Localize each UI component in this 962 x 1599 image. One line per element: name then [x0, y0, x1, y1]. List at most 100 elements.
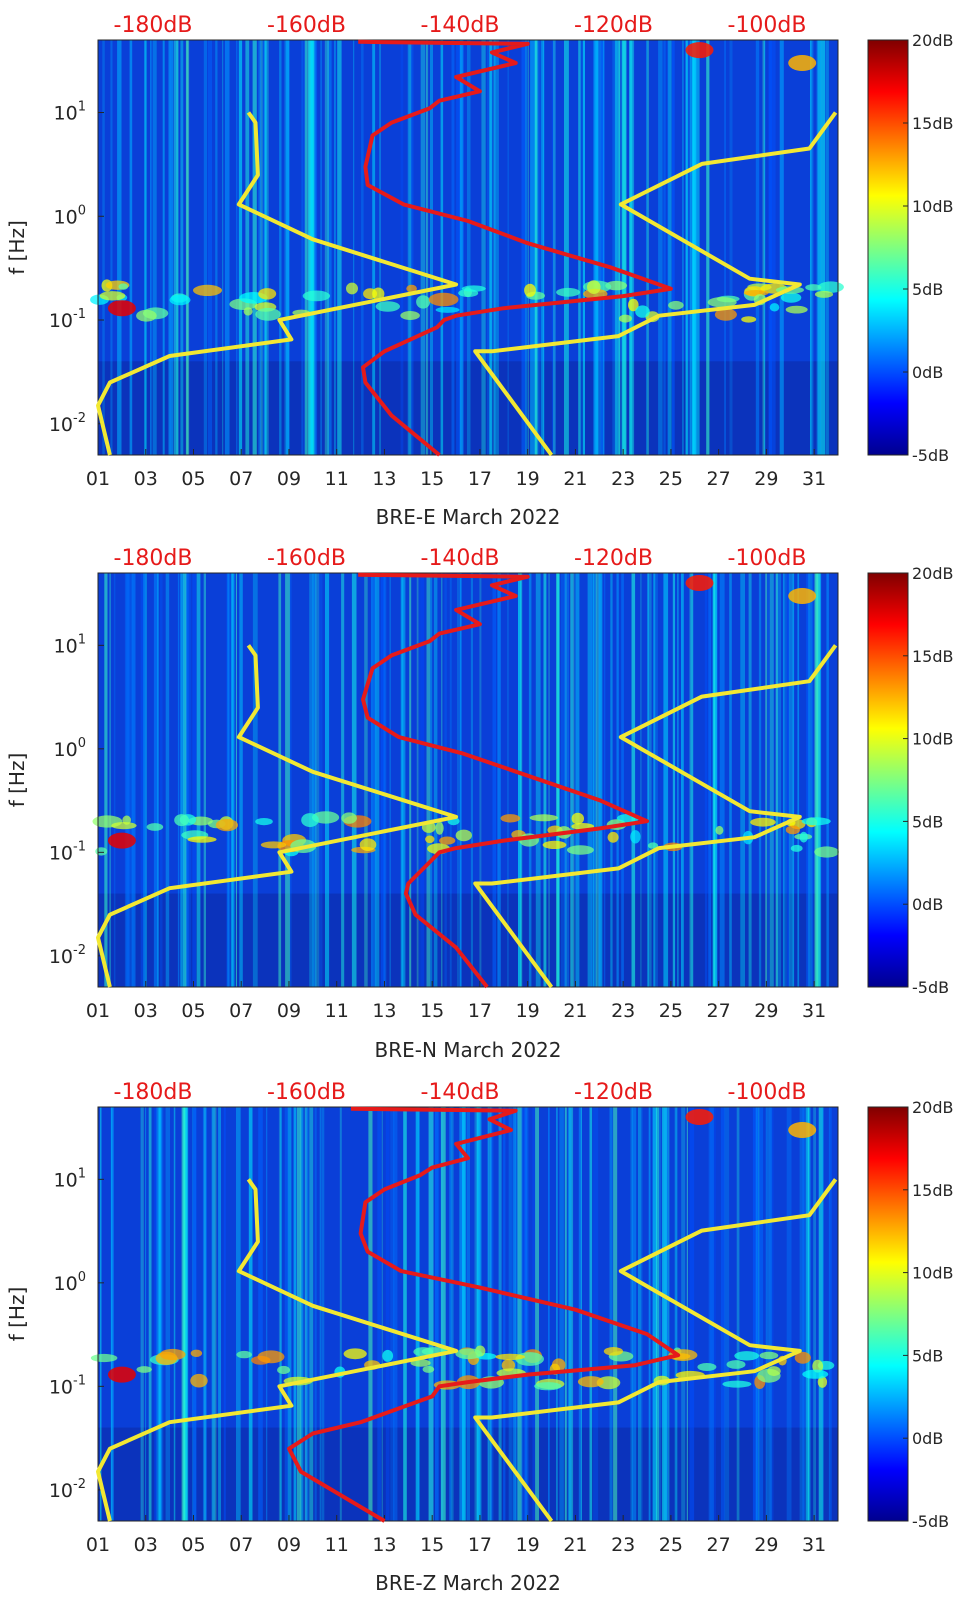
top-db-label: -100dB: [728, 1080, 807, 1105]
x-tick-label: 25: [659, 1534, 683, 1556]
x-tick-label: 23: [611, 468, 635, 490]
colorbar-label: 5dB: [912, 1346, 943, 1365]
plot-frame: [97, 572, 839, 988]
colorbar-label: 0dB: [912, 1429, 943, 1448]
x-tick-label: 29: [754, 468, 778, 490]
spectrogram-image: [92, 573, 839, 987]
x-tick-label: 05: [181, 1000, 205, 1022]
colorbar-label: 10dB: [912, 1264, 954, 1283]
y-tick-label: 10-2: [49, 411, 86, 436]
top-db-label: -160dB: [267, 1080, 346, 1105]
colorbar-label: 0dB: [912, 363, 943, 382]
spectrogram-image: [90, 40, 844, 455]
y-tick-label: 101: [54, 1166, 86, 1191]
x-tick-label: 25: [659, 1000, 683, 1022]
x-tick-label: 27: [707, 1000, 731, 1022]
x-tick-label: 01: [86, 1534, 110, 1556]
colorbar: 20dB 15dB 10dB 5dB 0dB -5dB: [867, 31, 954, 465]
x-tick-label: 21: [563, 1534, 587, 1556]
colorbar-label: 10dB: [912, 197, 954, 216]
panel-bre-z: 01 03 05 07 09 11 13 15 17 19 21 23 25 27 29 31 10-2 10-1…: [5, 1080, 954, 1595]
x-tick-label: 23: [611, 1534, 635, 1556]
y-tick-label: 100: [54, 203, 86, 228]
top-db-label: -180dB: [114, 546, 193, 571]
top-db-label: -120dB: [574, 546, 653, 571]
y-tick-label: 10-1: [49, 307, 86, 332]
x-tick-label: 19: [516, 468, 540, 490]
series-line: [96, 1178, 459, 1522]
x-tick-label: 11: [325, 1534, 349, 1556]
x-tick-label: 17: [468, 1000, 492, 1022]
colorbar-label: -5dB: [912, 446, 949, 465]
series-line: [358, 39, 673, 457]
colorbar-label: 5dB: [912, 280, 943, 299]
y-axis-label: f [Hz]: [5, 753, 29, 808]
x-tick-label: 29: [754, 1000, 778, 1022]
x-tick-label: 21: [563, 1000, 587, 1022]
top-db-label: -180dB: [114, 1080, 193, 1105]
colorbar-label: 15dB: [912, 114, 954, 133]
top-db-label: -100dB: [728, 546, 807, 571]
x-tick-label: 03: [134, 468, 158, 490]
x-tick-label: 03: [134, 1534, 158, 1556]
y-tick-label: 100: [54, 736, 86, 761]
x-tick-label: 05: [181, 1534, 205, 1556]
x-tick-label: 01: [86, 468, 110, 490]
x-tick-label: 13: [372, 1000, 396, 1022]
x-axis-label: BRE-Z March 2022: [375, 1571, 561, 1595]
y-tick-label: 10-2: [49, 1477, 86, 1502]
x-tick-label: 15: [420, 1534, 444, 1556]
x-tick-label: 31: [802, 468, 826, 490]
x-tick-label: 29: [754, 1534, 778, 1556]
x-tick-label: 13: [372, 468, 396, 490]
x-axis-label: BRE-E March 2022: [376, 505, 561, 529]
top-db-label: -160dB: [267, 546, 346, 571]
x-tick-label: 03: [134, 1000, 158, 1022]
x-tick-label: 07: [229, 468, 253, 490]
top-db-label: -180dB: [114, 13, 193, 38]
x-tick-label: 31: [802, 1534, 826, 1556]
plot-frame: [97, 39, 839, 456]
x-tick-label: 27: [707, 1534, 731, 1556]
x-tick-label: 01: [86, 1000, 110, 1022]
top-db-label: -120dB: [574, 1080, 653, 1105]
x-tick-label: 17: [468, 468, 492, 490]
x-tick-label: 07: [229, 1000, 253, 1022]
colorbar-label: 5dB: [912, 812, 943, 831]
x-axis-label: BRE-N March 2022: [374, 1038, 561, 1062]
y-tick-label: 10-1: [49, 1373, 86, 1398]
x-tick-label: 15: [420, 468, 444, 490]
x-tick-label: 15: [420, 1000, 444, 1022]
x-tick-label: 23: [611, 1000, 635, 1022]
y-axis-label: f [Hz]: [5, 1287, 29, 1342]
x-tick-label: 09: [277, 468, 301, 490]
x-tick-label: 21: [563, 468, 587, 490]
y-tick-label: 10-1: [49, 839, 86, 864]
x-tick-label: 17: [468, 1534, 492, 1556]
y-tick-label: 101: [54, 632, 86, 657]
colorbar-label: 20dB: [912, 31, 954, 50]
top-db-label: -140dB: [421, 13, 500, 38]
x-tick-label: 27: [707, 468, 731, 490]
colorbar-gradient: [867, 572, 909, 988]
series-line: [358, 572, 649, 989]
x-tick-label: 19: [516, 1534, 540, 1556]
colorbar-label: -5dB: [912, 1512, 949, 1531]
colorbar-label: 20dB: [912, 1098, 954, 1117]
y-axis-label: f [Hz]: [5, 220, 29, 275]
top-db-label: -120dB: [574, 13, 653, 38]
x-tick-label: 25: [659, 468, 683, 490]
x-tick-label: 09: [277, 1000, 301, 1022]
top-db-label: -140dB: [421, 546, 500, 571]
series-line: [96, 111, 459, 456]
y-tick-label: 100: [54, 1270, 86, 1295]
x-tick-label: 31: [802, 1000, 826, 1022]
colorbar: 20dB 15dB 10dB 5dB 0dB -5dB: [867, 564, 954, 997]
series-line: [473, 1178, 838, 1523]
colorbar-label: 15dB: [912, 1181, 954, 1200]
top-db-label: -100dB: [728, 13, 807, 38]
x-tick-label: 05: [181, 468, 205, 490]
colorbar-label: 10dB: [912, 730, 954, 749]
x-tick-label: 13: [372, 1534, 396, 1556]
